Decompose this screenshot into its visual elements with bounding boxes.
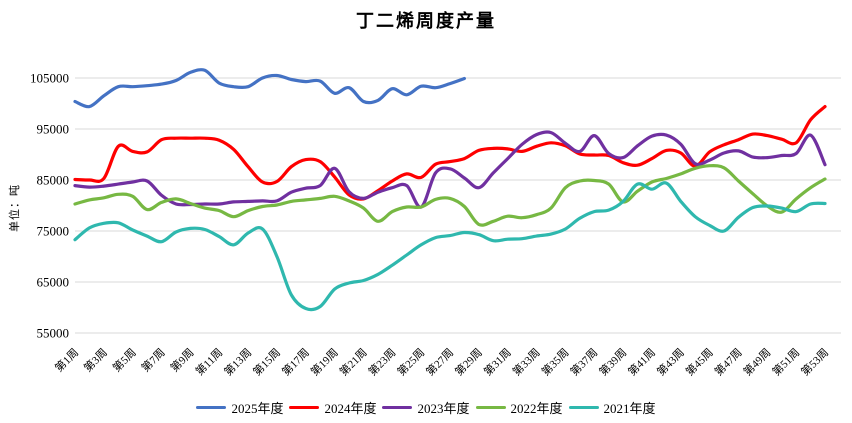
series-line-2025 — [73, 68, 466, 109]
x-tick-label-week-9: 第9周 — [167, 345, 196, 374]
legend-item-2021: 2021年度 — [568, 398, 656, 417]
x-tick-label-week-13: 第13周 — [221, 345, 254, 378]
legend-swatch-2023 — [382, 405, 413, 410]
x-tick-label-week-21: 第21周 — [336, 345, 369, 378]
x-tick-label-week-39: 第39周 — [596, 345, 629, 378]
x-tick-label-week-49: 第49周 — [740, 345, 773, 378]
series-line-2023 — [73, 130, 827, 209]
series-line-2021 — [73, 181, 827, 312]
series-line-2022 — [73, 164, 827, 227]
x-tick-label-week-15: 第15周 — [250, 345, 283, 378]
legend: 2025年度 2024年度 2023年度 2022年度 2021年度 — [0, 398, 852, 417]
legend-item-2024: 2024年度 — [289, 398, 376, 417]
y-tick-label-105000: 105000 — [30, 71, 69, 86]
legend-swatch-2024 — [289, 405, 320, 410]
legend-swatch-2022 — [475, 405, 506, 410]
x-tick-label-week-37: 第37周 — [567, 345, 600, 378]
x-tick-label-week-53: 第53周 — [798, 345, 831, 378]
x-tick-label-week-1: 第1周 — [52, 345, 81, 374]
y-tick-label-55000: 55000 — [37, 326, 70, 341]
y-tick-label-65000: 65000 — [37, 275, 70, 290]
y-tick-label-85000: 85000 — [37, 173, 70, 188]
x-tick-label-week-33: 第33周 — [509, 345, 542, 378]
x-tick-label-week-3: 第3周 — [81, 345, 110, 374]
x-tick-label-week-31: 第31周 — [481, 345, 514, 378]
legend-item-2025: 2025年度 — [196, 398, 283, 417]
x-tick-label-week-51: 第51周 — [769, 345, 802, 378]
x-tick-label-week-11: 第11周 — [192, 345, 225, 378]
legend-label: 2024年度 — [324, 401, 377, 416]
x-tick-label-week-45: 第45周 — [682, 345, 715, 378]
series-line-2024 — [73, 105, 827, 201]
legend-swatch-2025 — [196, 405, 227, 410]
y-tick-label-95000: 95000 — [37, 122, 70, 137]
y-tick-label-75000: 75000 — [37, 224, 70, 239]
x-tick-label-week-35: 第35周 — [538, 345, 571, 378]
x-tick-label-week-5: 第5周 — [109, 345, 138, 374]
x-tick-label-week-41: 第41周 — [625, 345, 658, 378]
x-tick-label-week-17: 第17周 — [279, 345, 312, 378]
legend-label: 2022年度 — [510, 401, 563, 416]
legend-item-2022: 2022年度 — [475, 398, 563, 417]
x-tick-label-week-23: 第23周 — [365, 345, 398, 378]
x-tick-label-week-7: 第7周 — [138, 345, 167, 374]
x-tick-label-week-47: 第47周 — [711, 345, 744, 378]
legend-label: 2023年度 — [417, 401, 470, 416]
legend-label: 2025年度 — [231, 401, 284, 416]
x-tick-label-week-25: 第25周 — [394, 345, 427, 378]
x-tick-label-week-29: 第29周 — [452, 345, 485, 378]
legend-item-2023: 2023年度 — [382, 398, 470, 417]
chart-title: 丁二烯周度产量 — [356, 11, 496, 31]
x-tick-label-week-27: 第27周 — [423, 345, 456, 378]
legend-label: 2021年度 — [603, 401, 656, 416]
x-tick-label-week-19: 第19周 — [307, 345, 340, 378]
x-tick-label-week-43: 第43周 — [654, 345, 687, 378]
legend-swatch-2021 — [568, 405, 599, 410]
